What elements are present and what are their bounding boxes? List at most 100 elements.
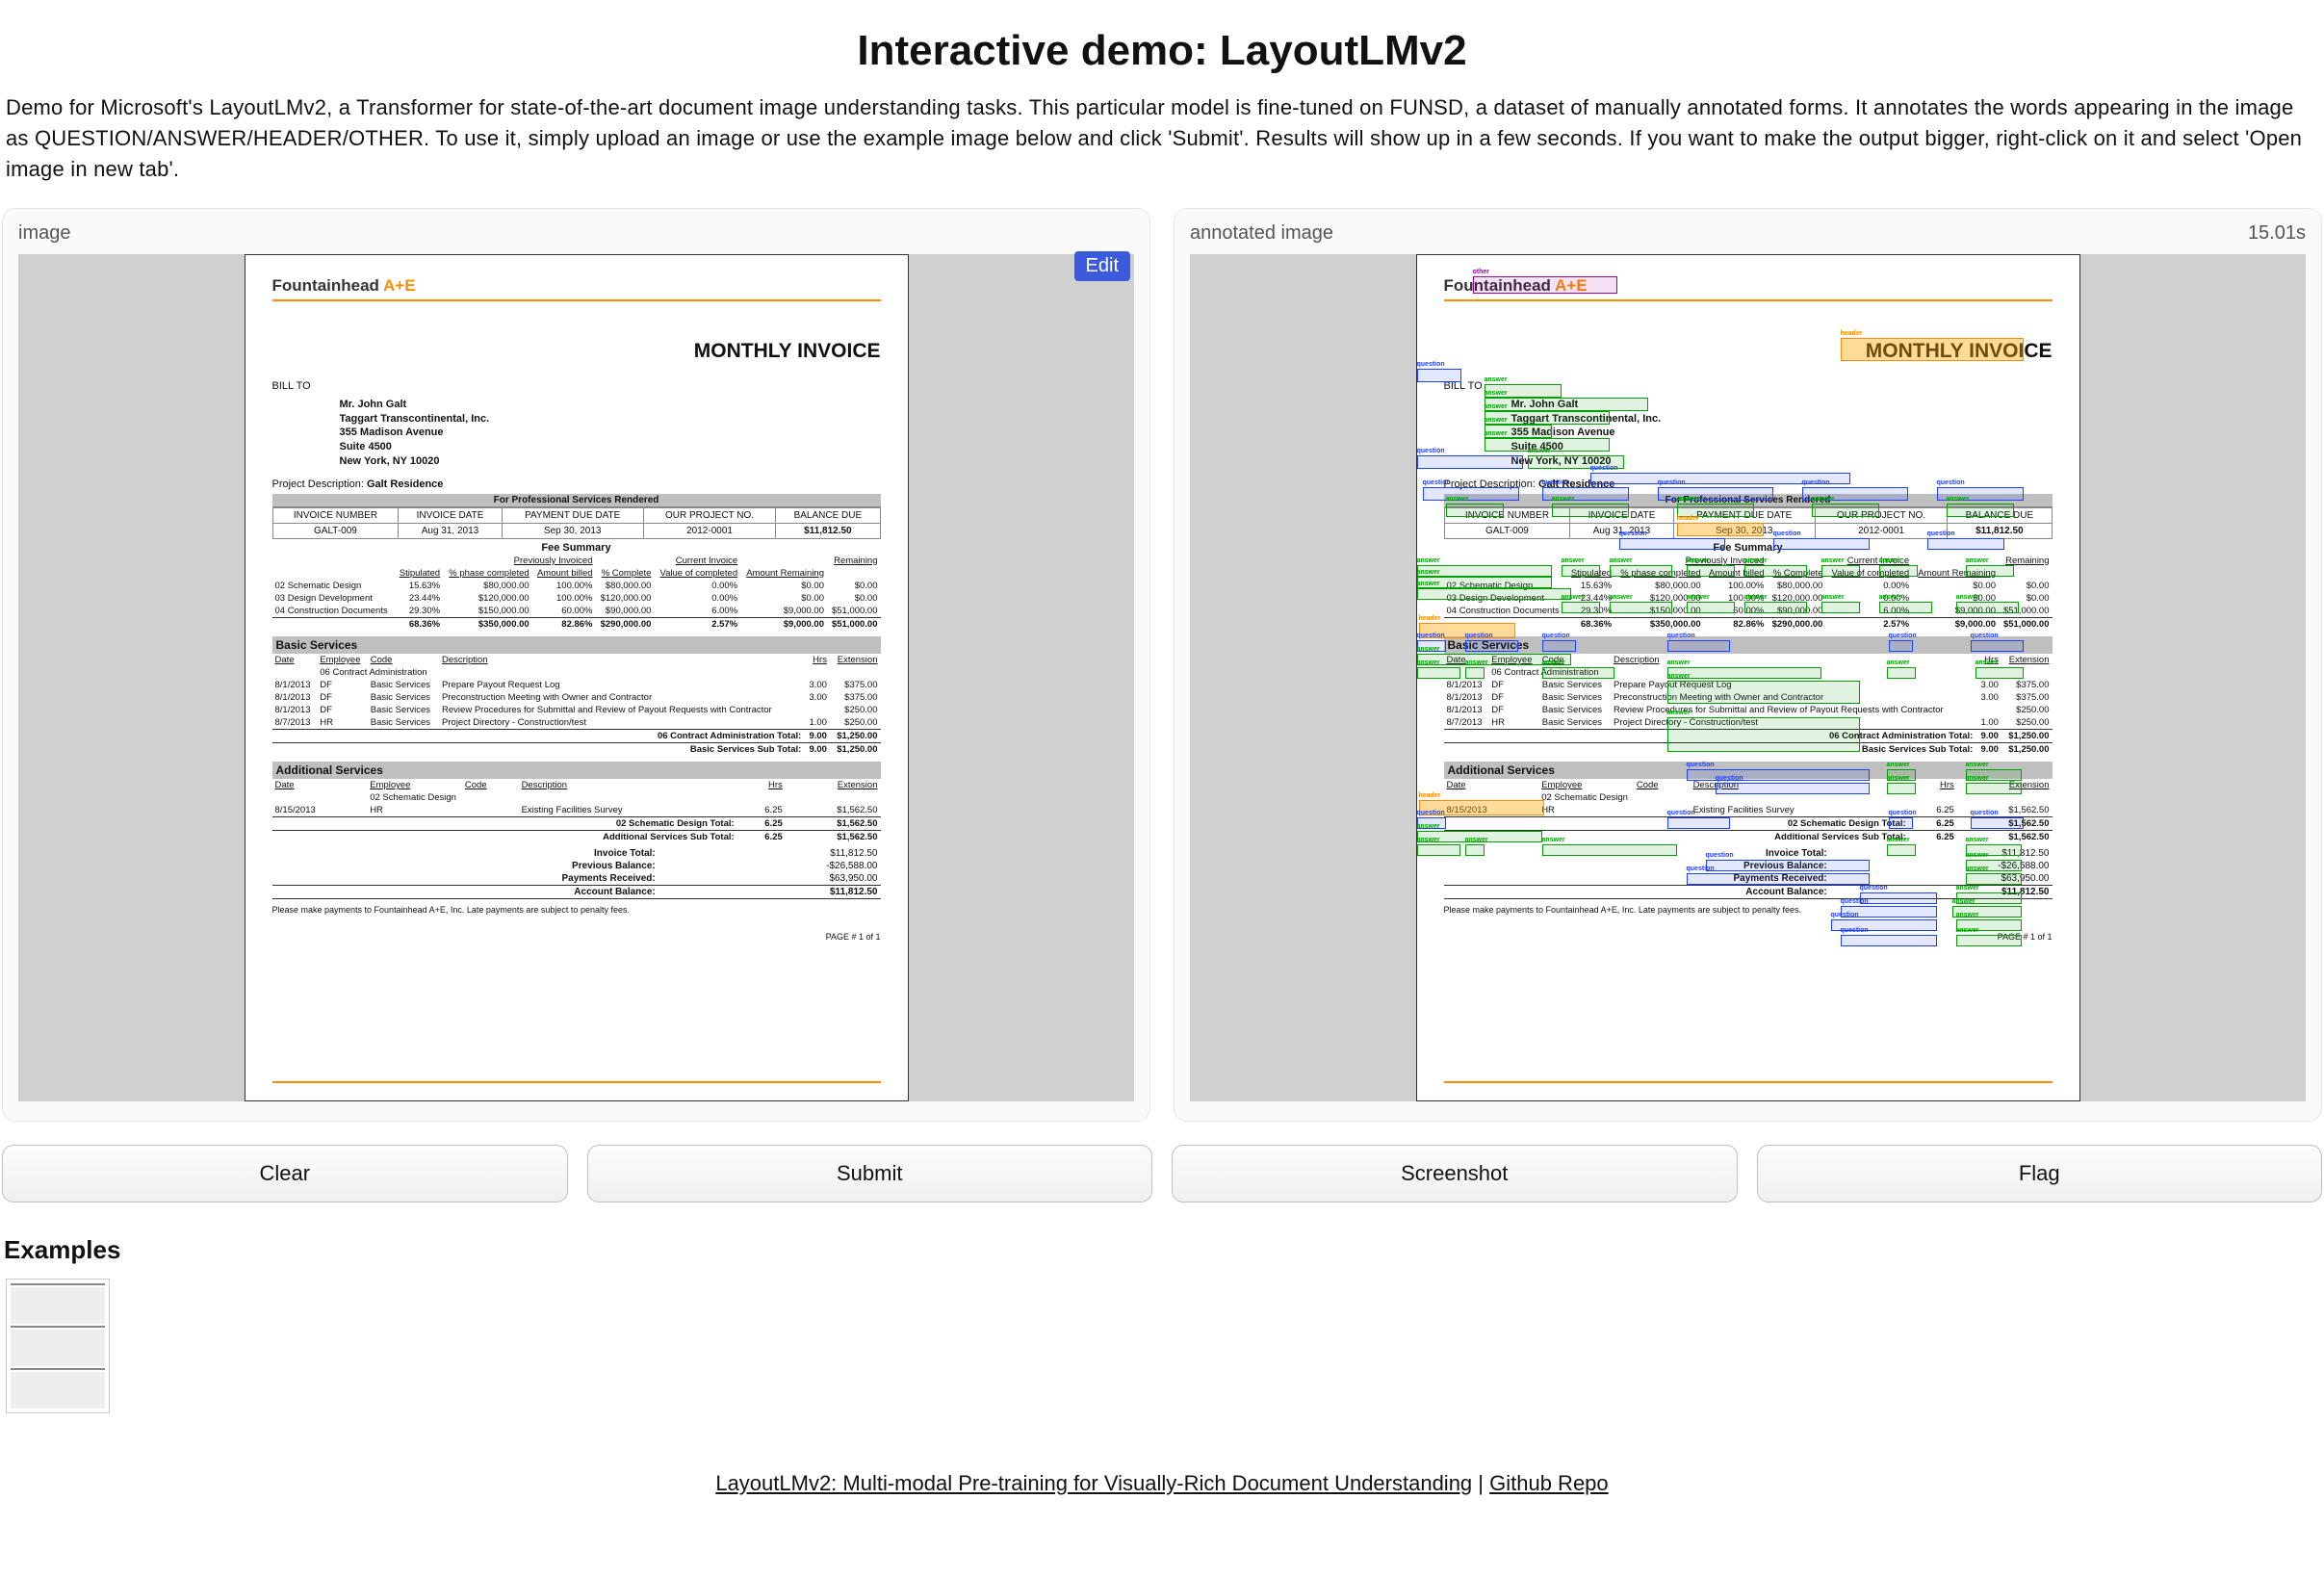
annotation-answer: answer — [1821, 565, 1860, 577]
output-image-wrap: Fountainhead A+E MONTHLY INVOICE BILL TO… — [1190, 254, 2306, 1101]
proj-desc: Project Description: Galt Residence — [272, 478, 881, 490]
annotation-answer: answer — [1417, 844, 1460, 856]
annotation-answer: answer — [1465, 844, 1485, 856]
annotation-answer: answer — [1744, 565, 1807, 577]
clear-button[interactable]: Clear — [2, 1145, 568, 1202]
annotation-question: question — [1667, 817, 1730, 829]
annotation-question: question — [1423, 487, 1519, 501]
annotation-answer: answer — [1887, 667, 1916, 679]
doc-title: MONTHLY INVOICE — [272, 340, 881, 363]
addl-services-bar: Additional Services — [272, 762, 881, 779]
annotation-question: question — [1687, 873, 1870, 885]
annotation-other: other — [1473, 276, 1617, 294]
services-rendered-bar: For Professional Services Rendered — [272, 494, 881, 507]
annotation-answer: answer — [1687, 602, 1735, 613]
timing-value: 15.01s — [2248, 222, 2306, 245]
annotation-answer: answer — [1687, 565, 1735, 577]
annotation-answer: answer — [1887, 783, 1916, 794]
annotation-answer: answer — [1812, 504, 1879, 517]
paper-link[interactable]: LayoutLMv2: Multi-modal Pre-training for… — [715, 1471, 1472, 1495]
examples-heading: Examples — [4, 1235, 2320, 1265]
input-image-label: image — [18, 222, 70, 245]
annotation-answer: answer — [1879, 565, 1918, 577]
annotation-answer: answer — [1667, 717, 1860, 752]
fee-table: Previously Invoiced Current Invoice Rema… — [272, 555, 881, 631]
footer-links: LayoutLMv2: Multi-modal Pre-training for… — [0, 1471, 2324, 1496]
annotation-answer: answer — [1966, 565, 2014, 577]
annotation-answer: answer — [1552, 504, 1629, 517]
annotation-answer: answer — [1956, 602, 2019, 613]
annotation-answer: answer — [1947, 504, 2014, 517]
doc-pagenum: PAGE # 1 of 1 — [272, 932, 881, 942]
doc-footnote: Please make payments to Fountainhead A+E… — [272, 905, 881, 915]
totals-table: Invoice Total:$11,812.50 Previous Balanc… — [272, 847, 881, 899]
annotation-question: question — [1619, 538, 1725, 550]
annotation-answer: answer — [1465, 667, 1485, 679]
annotation-answer: answer — [1821, 602, 1860, 613]
annotation-question: question — [1773, 538, 1870, 550]
annotation-question: question — [1667, 640, 1730, 652]
addl-services-table: DateEmployeeCodeDescriptionHrsExtension … — [272, 779, 881, 843]
doc-rule-top — [272, 299, 881, 301]
annotation-answer: answer — [1542, 667, 1614, 679]
repo-link[interactable]: Github Repo — [1489, 1471, 1609, 1495]
invoice-head-table: INVOICE NUMBER INVOICE DATE PAYMENT DUE … — [272, 507, 881, 539]
edit-button[interactable]: Edit — [1074, 251, 1130, 281]
annotation-answer: answer — [1417, 667, 1460, 679]
annotation-question: question — [1417, 369, 1461, 382]
input-image-panel: image Edit Fountainhead A+E MONTHLY INVO… — [2, 208, 1150, 1122]
basic-services-table: DateEmployeeCodeDescriptionHrsExtension … — [272, 654, 881, 756]
output-image-label: annotated image — [1190, 222, 1333, 245]
screenshot-button[interactable]: Screenshot — [1172, 1145, 1738, 1202]
annotation-question: question — [1706, 860, 1870, 871]
annotation-question: question — [1417, 455, 1523, 469]
annotation-answer: answer — [1879, 602, 1932, 613]
billto-label: BILL TO — [272, 380, 881, 392]
fee-summary-label: Fee Summary — [272, 539, 881, 555]
output-image-panel: annotated image 15.01s Fountainhead A+E … — [1174, 208, 2322, 1122]
submit-button[interactable]: Submit — [587, 1145, 1153, 1202]
annotation-header: header — [1677, 523, 1764, 536]
annotation-answer: answer — [1417, 588, 1571, 600]
annotation-question: question — [1687, 769, 1870, 781]
annotation-answer: answer — [1975, 667, 2024, 679]
annotation-header: header — [1841, 338, 2024, 361]
annotation-question: question — [1971, 817, 2024, 829]
annotation-question: question — [1860, 892, 1937, 904]
button-row: Clear Submit Screenshot Flag — [2, 1145, 2322, 1202]
annotation-question: question — [1542, 640, 1576, 652]
doc-rule-bottom — [272, 1081, 881, 1083]
annotation-answer: answer — [1667, 681, 1860, 704]
example-thumb[interactable] — [6, 1279, 110, 1413]
input-image-wrap[interactable]: Fountainhead A+E MONTHLY INVOICE BILL TO… — [18, 254, 1134, 1101]
annotation-answer: answer — [1562, 565, 1600, 577]
annotation-answer: answer — [1562, 602, 1600, 613]
panels-row: image Edit Fountainhead A+E MONTHLY INVO… — [0, 208, 2324, 1122]
annotated-document: Fountainhead A+E MONTHLY INVOICE BILL TO… — [1416, 254, 2080, 1101]
annotation-answer: answer — [1610, 602, 1672, 613]
annotation-question: question — [1927, 538, 2004, 550]
annotation-answer: answer — [1966, 783, 2022, 794]
annotation-answer: answer — [1956, 935, 2022, 946]
annotation-answer: answer — [1542, 844, 1677, 856]
doc-brand: Fountainhead A+E — [272, 276, 881, 297]
flag-button[interactable]: Flag — [1757, 1145, 2323, 1202]
annotation-question: question — [1465, 640, 1518, 652]
invoice-document: Fountainhead A+E MONTHLY INVOICE BILL TO… — [245, 254, 909, 1101]
billto-block: Mr. John Galt Taggart Transcontinental, … — [340, 398, 881, 469]
intro-text: Demo for Microsoft's LayoutLMv2, a Trans… — [0, 92, 2324, 185]
annotation-question: question — [1841, 935, 1937, 946]
annotation-answer: answer — [1446, 504, 1504, 517]
basic-services-bar: Basic Services — [272, 636, 881, 654]
annotation-answer: answer — [1887, 844, 1916, 856]
annotation-question: question — [1716, 783, 1870, 794]
annotation-question: question — [1971, 640, 2024, 652]
annotation-answer: answer — [1610, 565, 1672, 577]
annotation-answer: answer — [1966, 873, 2022, 885]
page-title: Interactive demo: LayoutLMv2 — [0, 27, 2324, 75]
annotation-question: question — [1889, 640, 1913, 652]
annotation-question: question — [1658, 487, 1773, 501]
annotation-question: question — [1889, 817, 1913, 829]
annotation-answer: answer — [1485, 398, 1648, 411]
annotation-answer: answer — [1744, 602, 1807, 613]
